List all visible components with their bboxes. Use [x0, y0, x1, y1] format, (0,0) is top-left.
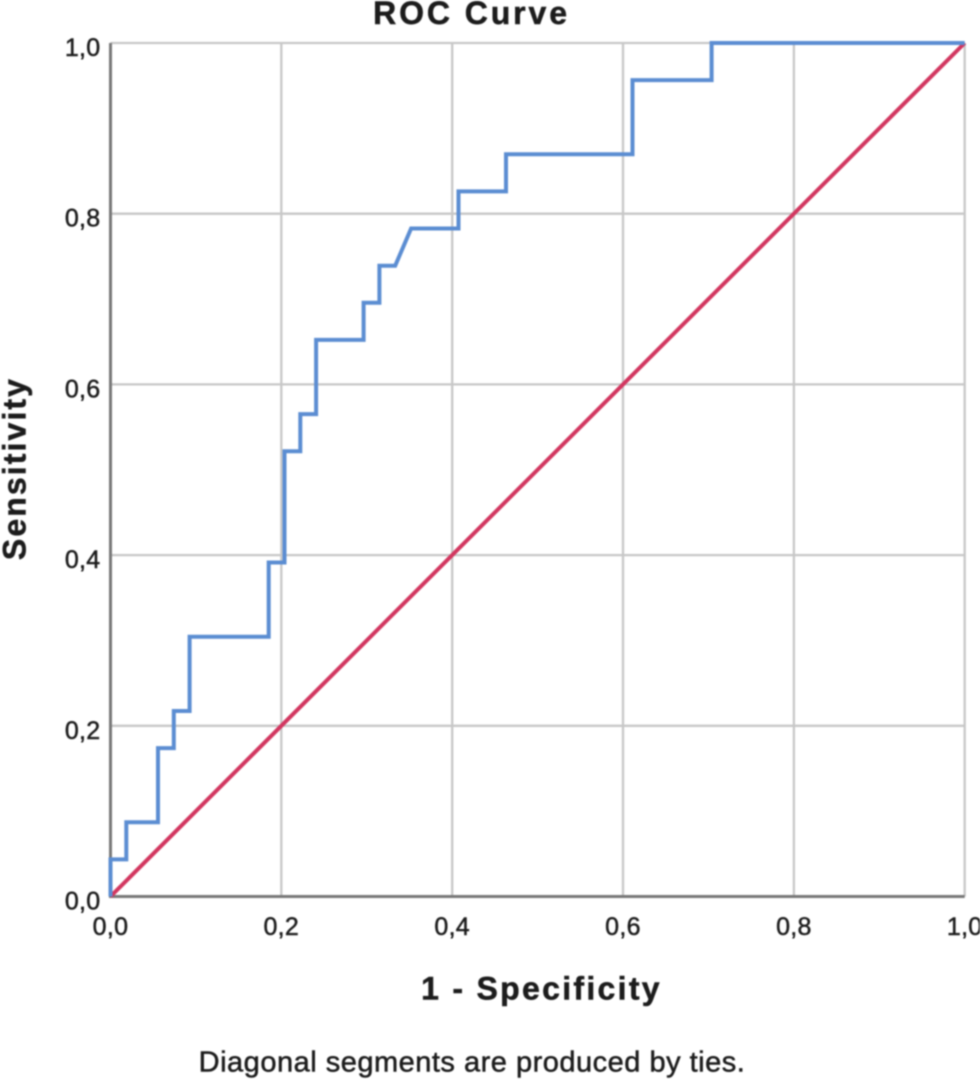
svg-text:Diagonal segments are produced: Diagonal segments are produced by ties.	[199, 1047, 746, 1079]
svg-text:0,6: 0,6	[65, 375, 101, 403]
svg-text:0,6: 0,6	[605, 913, 641, 941]
svg-text:1 - Specificity: 1 - Specificity	[421, 971, 662, 1007]
svg-text:Sensitivity: Sensitivity	[0, 377, 33, 560]
svg-text:0,4: 0,4	[65, 546, 101, 574]
svg-text:0,0: 0,0	[65, 888, 101, 916]
svg-text:0,0: 0,0	[93, 913, 129, 941]
svg-text:0,8: 0,8	[776, 913, 812, 941]
svg-text:0,2: 0,2	[65, 717, 101, 745]
svg-text:0,4: 0,4	[434, 913, 470, 941]
svg-text:0,2: 0,2	[263, 913, 299, 941]
svg-text:0,8: 0,8	[65, 205, 101, 233]
svg-text:1,0: 1,0	[947, 913, 980, 941]
svg-text:ROC Curve: ROC Curve	[373, 0, 570, 31]
svg-text:1,0: 1,0	[65, 34, 101, 62]
